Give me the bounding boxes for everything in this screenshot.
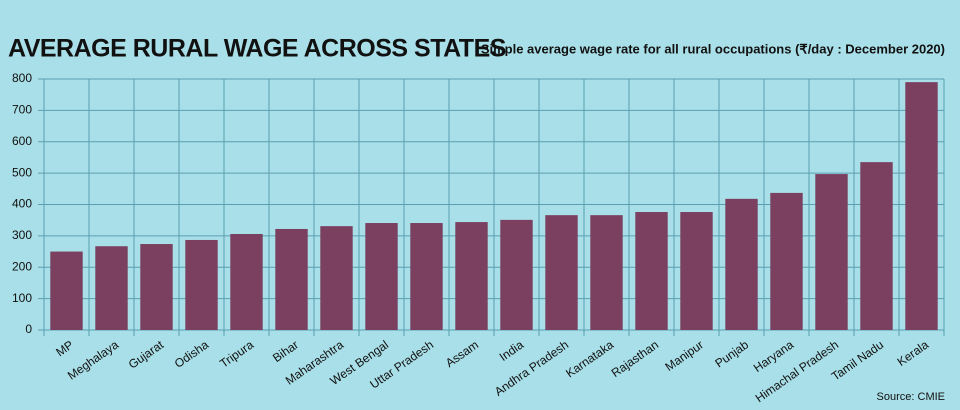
- bar: [680, 212, 713, 330]
- bar: [905, 82, 938, 330]
- bar: [95, 246, 128, 330]
- y-tick-label: 300: [12, 228, 32, 242]
- y-tick-label: 800: [12, 71, 32, 85]
- bar: [185, 239, 218, 330]
- bar: [275, 228, 308, 330]
- chart-title: AVERAGE RURAL WAGE ACROSS STATES: [8, 35, 506, 63]
- bar: [500, 219, 533, 330]
- y-tick-label: 400: [12, 197, 32, 211]
- bar: [230, 233, 263, 330]
- y-tick-label: 200: [12, 259, 32, 273]
- bar: [545, 215, 578, 330]
- bar: [410, 223, 443, 330]
- chart-subtitle: Simple average wage rate for all rural o…: [481, 41, 945, 56]
- y-tick-label: 600: [12, 134, 32, 148]
- bar: [50, 251, 83, 330]
- bar: [365, 223, 398, 330]
- bar: [770, 192, 803, 330]
- bar: [725, 198, 758, 330]
- bar: [815, 174, 848, 330]
- source: Source: CMIE: [877, 391, 945, 403]
- bar: [320, 226, 353, 330]
- y-tick-label: 500: [12, 165, 32, 179]
- y-tick-label: 0: [25, 322, 32, 336]
- y-tick-label: 700: [12, 103, 32, 117]
- bar: [860, 162, 893, 330]
- bar: [635, 212, 668, 330]
- bar: [590, 215, 623, 330]
- bar: [455, 222, 488, 330]
- bar: [140, 244, 173, 330]
- y-tick-label: 100: [12, 291, 32, 305]
